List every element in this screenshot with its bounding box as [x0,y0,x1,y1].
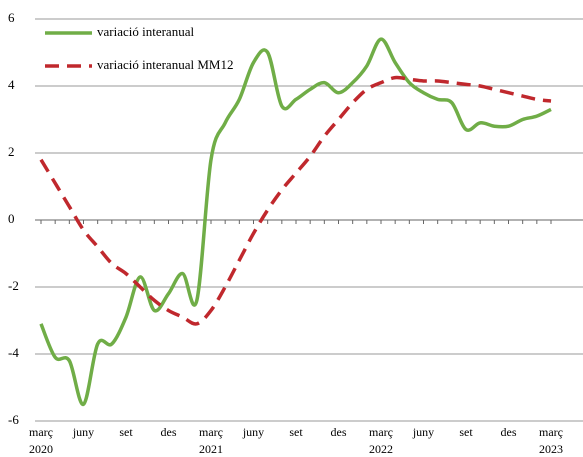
x-tick-label: des [330,425,347,439]
x-tick-label: març 2020 [29,425,53,456]
y-tick-label: -4 [8,345,19,360]
x-tick-label: set [459,425,473,439]
series-line [39,75,552,326]
x-tick-label: set [119,425,133,439]
x-tick-label: març 2022 [369,425,393,456]
x-tick-label: març 2021 [199,425,223,456]
y-tick-label: 4 [8,77,15,92]
y-tick-label: 2 [8,144,15,159]
legend-label: variació interanual MM12 [97,57,233,72]
y-tick-label: 6 [8,10,15,25]
y-tick-label: 0 [8,211,15,226]
x-tick-label: des [500,425,517,439]
x-tick-label: juny [412,425,435,439]
x-tick-label: març 2023 [539,425,563,456]
x-tick-label: juny [242,425,265,439]
x-tick-label: juny [72,425,95,439]
y-tick-label: -2 [8,278,19,293]
y-tick-label: -6 [8,412,19,427]
x-tick-label: des [160,425,177,439]
legend-label: variació interanual [97,24,194,39]
x-tick-label: set [289,425,303,439]
series-line [39,37,552,407]
